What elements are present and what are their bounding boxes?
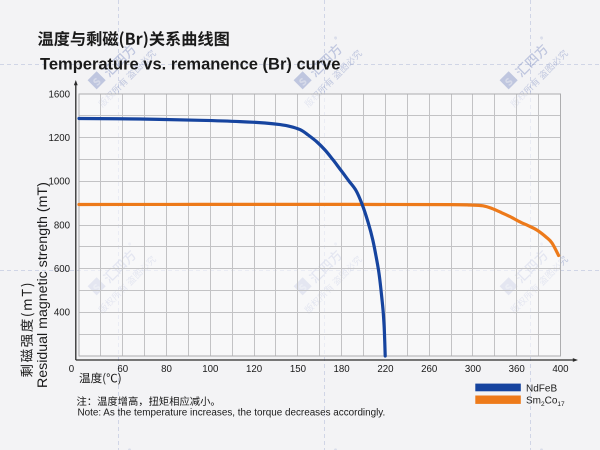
svg-text:600: 600 [54, 264, 71, 275]
svg-text:260: 260 [421, 364, 438, 375]
svg-text:100: 100 [202, 364, 219, 375]
svg-text:1600: 1600 [48, 89, 70, 100]
svg-text:800: 800 [54, 220, 71, 231]
svg-text:120: 120 [246, 364, 263, 375]
svg-text:1200: 1200 [48, 133, 70, 144]
svg-text:360: 360 [509, 364, 526, 375]
svg-text:Temperature vs. remanence (Br): Temperature vs. remanence (Br) curve [40, 56, 341, 74]
svg-text:400: 400 [552, 364, 569, 375]
svg-text:300: 300 [465, 364, 482, 375]
svg-text:220: 220 [377, 364, 394, 375]
svg-text:Note: As the temperature incre: Note: As the temperature increases, the … [78, 407, 386, 418]
svg-text:180: 180 [334, 364, 351, 375]
svg-text:0: 0 [69, 364, 75, 375]
svg-text:80: 80 [161, 364, 172, 375]
svg-text:NdFeB: NdFeB [526, 384, 557, 395]
svg-text:60: 60 [117, 364, 128, 375]
svg-text:Sm2Co17: Sm2Co17 [526, 396, 565, 409]
svg-text:Residual magnetic strength (mT: Residual magnetic strength (mT) [35, 182, 51, 388]
svg-text:400: 400 [54, 308, 71, 319]
svg-text:1000: 1000 [48, 177, 70, 188]
svg-text:150: 150 [290, 364, 307, 375]
